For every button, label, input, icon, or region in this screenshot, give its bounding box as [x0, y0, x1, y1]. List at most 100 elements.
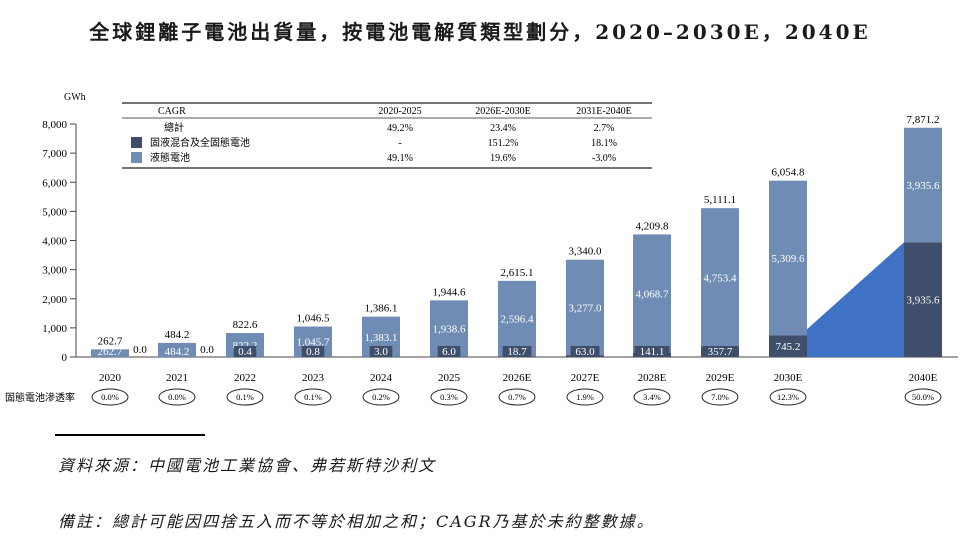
solid-label-bg — [634, 346, 670, 357]
table-cell: 2.7% — [594, 123, 615, 134]
growth-wedge — [807, 242, 904, 357]
solid-value-label: 141.1 — [640, 346, 665, 358]
y-tick-label: 2,000 — [42, 294, 67, 306]
penetration-oval — [226, 388, 264, 406]
table-cell: 23.4% — [490, 123, 516, 134]
total-label: 1,046.5 — [297, 313, 331, 325]
bar-liquid-2030E — [769, 180, 807, 336]
x-tick-label: 2020 — [99, 372, 122, 384]
solid-label-bg — [437, 346, 461, 357]
penetration-oval — [362, 388, 400, 406]
y-tick-label: 4,000 — [42, 236, 67, 248]
total-label: 6,054.8 — [772, 167, 806, 179]
solid-label-bg — [233, 346, 257, 357]
x-tick-label: 2024 — [370, 372, 393, 384]
legend-swatch-solid — [131, 137, 142, 148]
solid-value-label: 18.7 — [507, 346, 527, 358]
solid-value-label: 3.0 — [374, 346, 388, 358]
bar-liquid-2028E — [633, 234, 671, 353]
total-label: 1,386.1 — [365, 303, 398, 315]
penetration-value: 0.2% — [372, 392, 390, 402]
penetration-label: 固態電池滲透率 — [5, 391, 75, 404]
solid-value-label: 0.0 — [133, 344, 147, 356]
table-row-label: 總計 — [164, 121, 184, 134]
total-label: 2,615.1 — [501, 267, 534, 279]
x-tick-label: 2023 — [302, 372, 325, 384]
y-tick-label: 1,000 — [42, 323, 67, 335]
table-row-label: 液態電池 — [150, 151, 190, 164]
bar-liquid-2027E — [566, 259, 604, 356]
penetration-value: 0.1% — [304, 392, 322, 402]
liquid-value-label: 5,309.6 — [772, 253, 806, 265]
penetration-value: 7.0% — [711, 392, 729, 402]
penetration-value: 0.7% — [508, 392, 526, 402]
source-note: 資料來源：中國電池工業協會、弗若斯特沙利文 — [58, 456, 437, 475]
penetration-oval — [769, 388, 807, 406]
cagr-table: CAGR 2020-2025 2026E-2030E 2031E-2040E 總計 49.… — [122, 102, 652, 169]
solid-label-bg — [301, 346, 325, 357]
table-cell: 49.1% — [387, 153, 413, 164]
bar-liquid-2029E — [701, 208, 739, 347]
x-tick-label: 2025 — [438, 372, 461, 384]
x-tick-label: 2026E — [503, 372, 532, 384]
table-cell: -3.0% — [592, 153, 616, 164]
table-cell: 49.2% — [387, 123, 413, 134]
table-header-cell: 2026E-2030E — [475, 106, 531, 117]
solid-value-label: 357.7 — [708, 346, 733, 358]
penetration-value: 0.0% — [168, 392, 186, 402]
penetration-oval — [294, 388, 332, 406]
bar-solid-2040E — [904, 242, 942, 357]
penetration-value: 0.0% — [101, 392, 119, 402]
penetration-oval — [430, 388, 468, 406]
table-cell: 19.6% — [490, 153, 516, 164]
penetration-value: 50.0% — [912, 392, 934, 402]
bars: 262.7 2020 262.7 0.0 484.2 2021 484.2 0.0 822.6 2… — [91, 114, 942, 384]
total-label: 484.2 — [165, 329, 190, 341]
total-label: 1,944.6 — [433, 286, 467, 298]
penetration-value: 1.9% — [576, 392, 594, 402]
total-label: 7,871.2 — [907, 114, 940, 126]
solid-value-label: 745.2 — [776, 341, 801, 353]
liquid-value-label: 262.7 — [98, 346, 123, 358]
total-label: 822.6 — [233, 319, 258, 331]
total-label: 5,111.1 — [704, 194, 736, 206]
table-header-cell: 2020-2025 — [378, 106, 421, 117]
penetration-oval — [498, 388, 536, 406]
solid-label-bg — [502, 346, 532, 357]
y-tick-label: 0 — [62, 352, 68, 364]
y-tick-label: 6,000 — [42, 177, 67, 189]
penetration-value: 3.4% — [643, 392, 661, 402]
liquid-value-label: 484.2 — [165, 346, 190, 358]
total-label: 3,340.0 — [569, 246, 603, 258]
x-tick-label: 2021 — [166, 372, 188, 384]
x-tick-label: 2030E — [774, 372, 803, 384]
x-tick-label: 2029E — [706, 372, 735, 384]
y-tick-label: 5,000 — [42, 206, 67, 218]
penetration-oval — [904, 388, 942, 406]
y-tick-label: 7,000 — [42, 148, 67, 160]
chart-title: 全球鋰離子電池出貨量，按電池電解質類型劃分，2020–2030E，2040E — [89, 20, 871, 44]
liquid-value-label: 2,596.4 — [501, 314, 535, 326]
x-tick-label: 2040E — [909, 372, 938, 384]
liquid-value-label: 3,277.0 — [569, 302, 603, 314]
liquid-value-label: 1,045.7 — [297, 337, 331, 349]
table-cell: 18.1% — [591, 138, 617, 149]
solid-label-bg — [570, 346, 600, 357]
solid-value-label: 0.0 — [200, 344, 214, 356]
liquid-value-label: 1,383.1 — [365, 332, 398, 344]
penetration-oval — [91, 388, 129, 406]
table-header-cell: 2031E-2040E — [576, 106, 632, 117]
legend-swatch-liquid — [131, 152, 142, 163]
total-label: 4,209.8 — [636, 220, 670, 232]
table-header-cell: CAGR — [158, 106, 186, 117]
solid-value-label: 0.4 — [238, 346, 252, 358]
table-row-label: 固液混合及全固態電池 — [150, 136, 250, 149]
penetration-oval — [701, 388, 739, 406]
solid-label-bg — [369, 346, 393, 357]
penetration-oval — [633, 388, 671, 406]
liquid-value-label: 1,938.6 — [433, 324, 467, 336]
x-tick-label: 2027E — [571, 372, 600, 384]
liquid-value-label: 4,753.4 — [704, 272, 738, 284]
remark-note: 備註：總計可能因四捨五入而不等於相加之和；CAGR乃基於未約整數據。 — [58, 512, 655, 531]
solid-value-label: 63.0 — [575, 346, 595, 358]
